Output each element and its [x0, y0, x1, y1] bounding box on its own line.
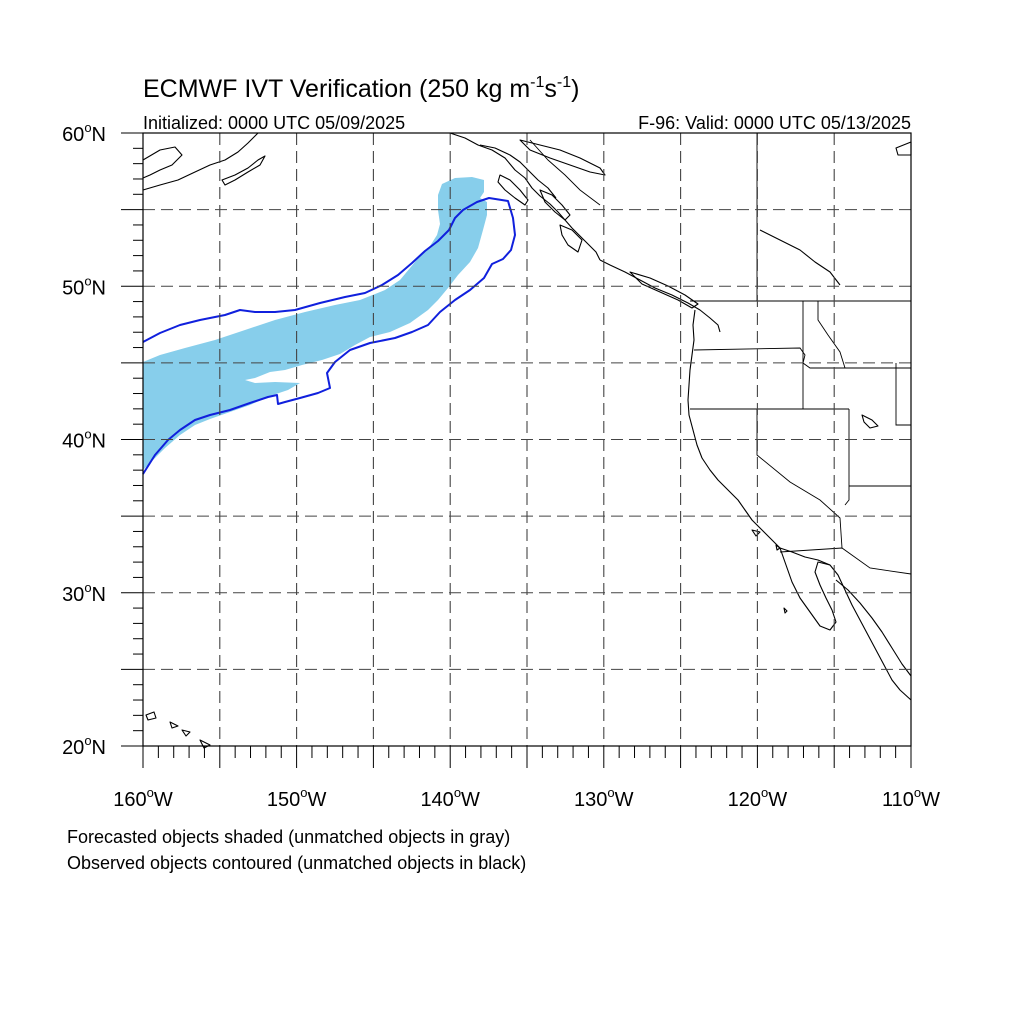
coastlines	[142, 132, 912, 749]
lat-label: 30oN	[62, 580, 106, 606]
lon-label: 110oW	[882, 785, 940, 811]
lat-label: 50oN	[62, 273, 106, 299]
lat-label: 40oN	[62, 427, 106, 453]
forecast-ivt-object	[143, 177, 487, 470]
observed-legend-note: Observed objects contoured (unmatched ob…	[67, 853, 526, 873]
latitude-labels: 60oN 50oN 40oN 30oN 20oN	[62, 120, 106, 759]
lon-label: 140oW	[420, 785, 480, 811]
valid-time-label: F-96: Valid: 0000 UTC 05/13/2025	[638, 113, 911, 133]
lon-label: 120oW	[728, 785, 788, 811]
forecast-legend-note: Forecasted objects shaded (unmatched obj…	[67, 827, 510, 847]
longitude-labels: 160oW 150oW 140oW 130oW 120oW 110oW	[113, 785, 940, 811]
lat-label: 60oN	[62, 120, 106, 146]
plot-title: ECMWF IVT Verification (250 kg m-1s-1)	[143, 74, 579, 103]
lon-label: 160oW	[113, 785, 173, 811]
lon-label: 130oW	[574, 785, 634, 811]
axis-ticks	[121, 132, 912, 768]
political-borders	[529, 133, 912, 575]
observed-ivt-contour	[142, 197, 516, 475]
init-time-label: Initialized: 0000 UTC 05/09/2025	[143, 113, 405, 133]
lat-lon-grid	[143, 133, 911, 746]
map-panel	[121, 132, 912, 768]
lat-label: 20oN	[62, 733, 106, 759]
lon-label: 150oW	[267, 785, 327, 811]
